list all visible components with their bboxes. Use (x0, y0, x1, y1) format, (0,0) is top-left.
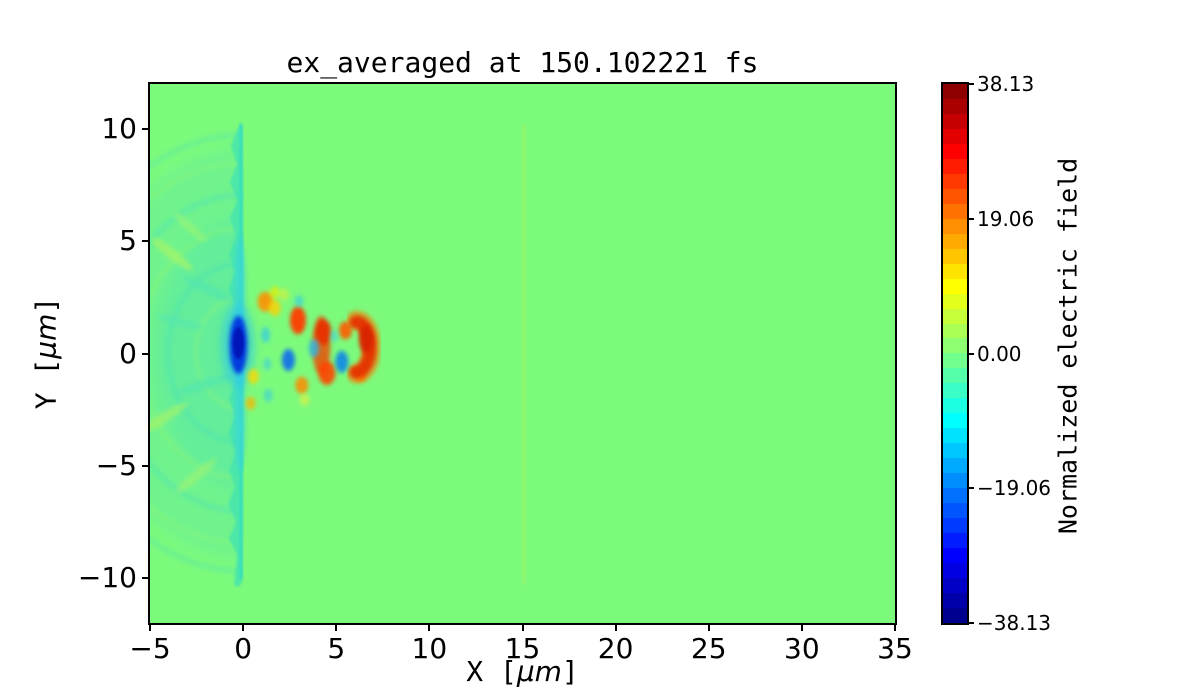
colorbar-band (943, 293, 967, 309)
colorbar-band (943, 518, 967, 534)
x-tick-label: 5 (327, 632, 346, 665)
ionization-front-line (522, 124, 526, 584)
colorbar-band (943, 158, 967, 174)
colorbar-band (943, 98, 967, 114)
x-tick-label: −5 (129, 632, 171, 665)
x-tick-mark (335, 623, 338, 631)
colorbar-tick-mark (967, 217, 974, 220)
colorbar-tick-label: 38.13 (977, 72, 1035, 96)
colorbar-band (943, 113, 967, 129)
colorbar-tick-label: −19.06 (977, 476, 1052, 501)
colorbar-band (943, 548, 967, 563)
colorbar-band (943, 308, 967, 324)
colorbar-tick-mark (967, 487, 974, 490)
y-tick-mark (142, 577, 150, 580)
colorbar-band (943, 353, 967, 369)
colorbar-band (943, 473, 967, 489)
colorbar-band (943, 383, 967, 399)
x-tick-mark (614, 623, 617, 631)
x-tick-label: 30 (784, 632, 820, 665)
y-tick-label: −5 (95, 448, 137, 482)
x-tick-label: 35 (877, 632, 913, 665)
colorbar-band (943, 248, 967, 264)
colorbar-band (943, 563, 967, 578)
colorbar-band (943, 413, 967, 429)
laser-pulse (221, 237, 382, 471)
heatmap-canvas (150, 84, 895, 623)
heatmap-plot (148, 82, 897, 625)
colorbar-tick-mark (967, 352, 974, 355)
colorbar-label: Normalized electric field (1053, 157, 1083, 535)
colorbar-band (943, 592, 967, 608)
colorbar-band (943, 263, 967, 279)
colorbar-band (943, 458, 967, 474)
colorbar-band (943, 503, 967, 519)
x-tick-label: 20 (597, 632, 634, 665)
y-tick-mark (142, 240, 150, 243)
x-tick-mark (242, 623, 245, 631)
colorbar-band (943, 278, 967, 294)
y-tick-label: −10 (77, 561, 137, 595)
colorbar-band (943, 218, 967, 234)
colorbar-band (943, 203, 967, 219)
y-tick-label: 10 (101, 111, 137, 145)
colorbar-band (943, 233, 967, 249)
x-tick-label: 0 (234, 632, 253, 665)
x-tick-label: 25 (690, 632, 727, 665)
y-tick-mark (142, 352, 150, 355)
chart-title: ex_averaged at 150.102221 fs (286, 46, 759, 79)
x-tick-mark (428, 623, 431, 631)
y-tick-mark (142, 127, 150, 130)
colorbar-band (943, 368, 967, 384)
colorbar-band (943, 338, 967, 354)
y-tick-mark (142, 464, 150, 467)
colorbar-band (943, 398, 967, 414)
colorbar-tick-label: −38.13 (977, 611, 1052, 635)
colorbar-band (943, 323, 967, 339)
colorbar-band (943, 188, 967, 204)
plasma-streaks (150, 211, 232, 494)
colorbar-band (943, 143, 967, 159)
plasma-region (150, 132, 244, 574)
x-tick-mark (521, 623, 524, 631)
colorbar-band (943, 607, 967, 623)
pulse-front-crescent (346, 310, 382, 384)
colorbar-band (943, 428, 967, 444)
colorbar-band (943, 533, 967, 549)
x-axis-label-prefix: X [ (466, 655, 517, 688)
x-axis-label: X [μm] (150, 655, 895, 688)
colorbar-band (943, 173, 967, 189)
x-tick-mark (800, 623, 803, 631)
colorbar-band (943, 488, 967, 504)
colorbar (941, 82, 969, 625)
colorbar-band (943, 443, 967, 459)
y-tick-label: 0 (119, 336, 137, 370)
x-tick-mark (149, 623, 151, 631)
x-tick-label: 10 (411, 632, 448, 665)
colorbar-tick-label: 19.06 (977, 206, 1035, 231)
x-tick-label: 15 (504, 632, 541, 665)
x-tick-mark (707, 623, 710, 631)
colorbar-band (943, 128, 967, 144)
y-axis-label-suffix: ] (29, 296, 63, 314)
pulse-negative-lobes (261, 295, 349, 402)
x-tick-mark (894, 623, 896, 631)
colorbar-band (943, 577, 967, 593)
y-tick-label: 5 (119, 224, 137, 258)
x-axis-unit: μm (516, 655, 562, 688)
colorbar-tick-mark (967, 622, 974, 624)
colorbar-tick-mark (967, 83, 974, 85)
x-axis-label-suffix: ] (561, 655, 579, 688)
colorbar-tick-label: 0.00 (977, 341, 1022, 366)
colorbar-band (943, 84, 967, 99)
